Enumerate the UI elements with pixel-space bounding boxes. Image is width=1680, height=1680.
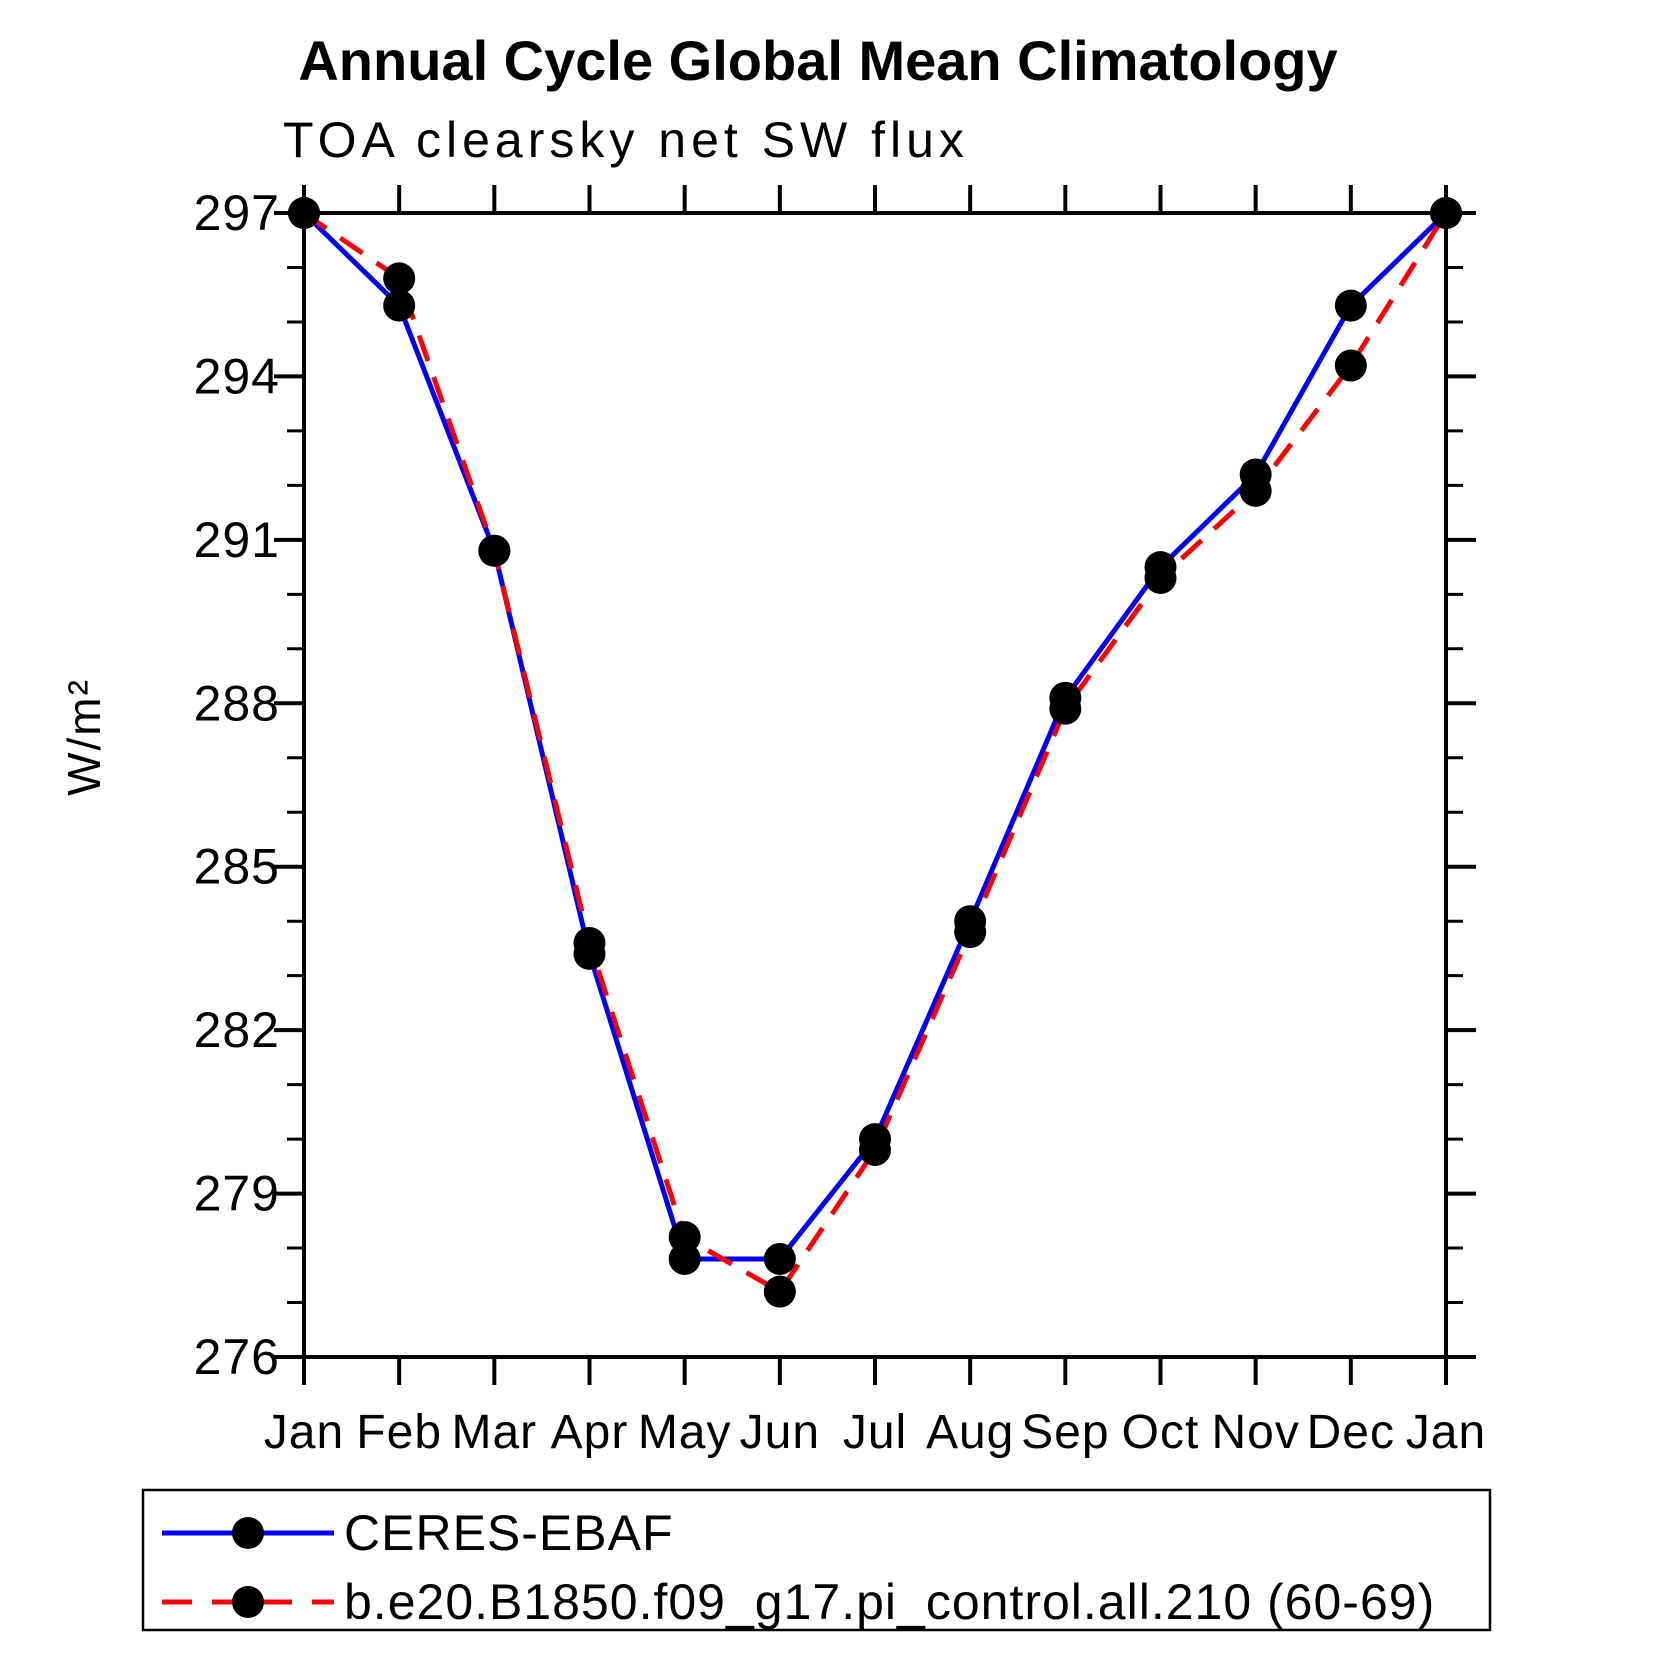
y-tick-label: 294 (194, 348, 280, 404)
data-point-marker (383, 262, 416, 295)
data-point-marker (573, 926, 606, 959)
legend-label: CERES-EBAF (344, 1505, 674, 1561)
legend-box (141, 1488, 1492, 1632)
legend-item: CERES-EBAF (162, 1505, 674, 1561)
x-tick-labels: Jan Feb Mar Apr May Jun Jul Aug Sep Oct Nov Dec Jan (264, 1406, 1486, 1459)
data-point-marker (1334, 349, 1367, 382)
x-tick-label: Sep (1021, 1406, 1109, 1459)
x-tick-label: Aug (926, 1406, 1014, 1459)
legend: CERES-EBAF b.e20.B1850.f09_g17.pi_contro… (141, 1488, 1492, 1632)
x-tick-label: Jan (1406, 1406, 1486, 1459)
x-tick-label: Oct (1122, 1406, 1200, 1459)
x-tick-label: Jul (843, 1406, 907, 1459)
legend-label: b.e20.B1850.f09_g17.pi_control.all.210 (… (344, 1574, 1435, 1630)
y-tick-labels: 276 279 282 285 288 291 294 297 (194, 185, 280, 1385)
y-tick-label: 288 (194, 675, 280, 731)
y-axis-title: W/m² (58, 678, 110, 796)
data-point-marker (288, 197, 320, 229)
data-point-marker (478, 534, 511, 567)
data-point-marker (1430, 197, 1462, 229)
y-tick-label: 297 (194, 185, 280, 241)
data-point-marker (954, 916, 987, 949)
x-tick-label: Jun (740, 1406, 820, 1459)
x-tick-label: May (638, 1406, 732, 1459)
data-point-marker (859, 1133, 891, 1166)
data-point-marker (383, 289, 416, 322)
y-tick-label: 279 (194, 1166, 280, 1222)
y-tick-label: 282 (194, 1002, 280, 1058)
data-point-marker (1334, 289, 1367, 322)
axis-ticks (274, 185, 1476, 1385)
legend-marker-dot (232, 1586, 264, 1618)
x-tick-label: Apr (551, 1406, 629, 1459)
plot-frame (302, 211, 1448, 1359)
legend-item: b.e20.B1850.f09_g17.pi_control.all.210 (… (162, 1574, 1435, 1630)
data-point-marker (1144, 561, 1177, 594)
data-point-marker (763, 1242, 796, 1275)
y-tick-label: 285 (194, 839, 280, 895)
series-markers (288, 197, 1462, 1308)
chart-subtitle: TOA clearsky net SW flux (283, 112, 969, 168)
y-tick-label: 276 (194, 1329, 280, 1385)
x-tick-label: Dec (1307, 1406, 1395, 1459)
x-tick-label: Mar (451, 1406, 537, 1459)
legend-marker-dot (232, 1517, 264, 1549)
data-point-marker (763, 1275, 796, 1308)
x-tick-label: Feb (356, 1406, 442, 1459)
plot-axes (302, 211, 1448, 1359)
series-line-0 (302, 211, 1448, 1262)
x-tick-label: Jan (264, 1406, 344, 1459)
data-point-marker (1239, 474, 1272, 507)
x-tick-label: Nov (1211, 1406, 1299, 1459)
y-tick-label: 291 (194, 512, 280, 568)
data-point-marker (1049, 692, 1082, 725)
chart-title: Annual Cycle Global Mean Climatology (298, 29, 1337, 92)
data-point-marker (668, 1221, 701, 1254)
